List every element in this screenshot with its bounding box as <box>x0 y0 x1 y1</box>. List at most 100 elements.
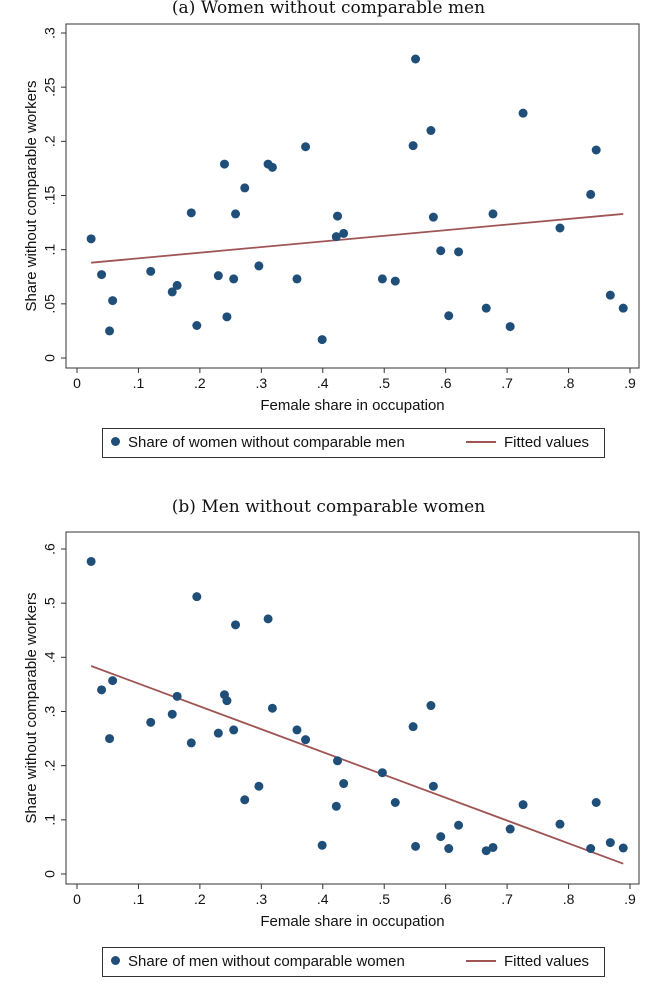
x-tick-label: .1 <box>133 891 145 907</box>
chart-title: (b) Men without comparable women <box>171 497 486 517</box>
x-tick-label: .7 <box>501 891 513 907</box>
legend-item-fitted: Fitted values <box>466 434 589 451</box>
fitted-line <box>91 213 624 264</box>
data-point <box>172 280 182 290</box>
x-tick-label: .9 <box>624 891 636 907</box>
data-point <box>186 208 196 218</box>
data-point <box>488 209 498 219</box>
legend-label: Share of men without comparable women <box>128 953 405 970</box>
legend-label: Share of women without comparable men <box>128 434 405 451</box>
data-point <box>254 261 264 271</box>
legend: Share of women without comparable men Fi… <box>102 428 605 458</box>
data-point <box>231 620 241 630</box>
data-point <box>505 824 515 834</box>
x-tick-label: .1 <box>133 375 145 391</box>
y-tick-label: .2 <box>42 760 58 772</box>
legend: Share of men without comparable women Fi… <box>102 947 605 977</box>
data-point <box>586 844 596 854</box>
x-tick-label: 0 <box>73 891 81 907</box>
legend-dot-icon <box>111 956 120 965</box>
data-point <box>444 844 454 854</box>
data-point <box>292 274 302 284</box>
x-tick-label: .4 <box>317 375 329 391</box>
data-point <box>240 183 250 193</box>
data-point <box>555 223 565 233</box>
data-point <box>97 685 107 695</box>
data-point <box>254 781 264 791</box>
data-point <box>618 843 628 853</box>
data-point <box>428 212 438 222</box>
y-tick-label: 0 <box>42 354 58 362</box>
data-point <box>339 779 349 789</box>
data-point <box>481 846 491 856</box>
y-tick-label: .3 <box>42 705 58 717</box>
x-tick-label: .8 <box>563 891 575 907</box>
data-point <box>605 290 615 300</box>
legend-label: Fitted values <box>504 953 590 970</box>
data-point <box>591 798 601 807</box>
plot-frame <box>65 23 640 369</box>
panel-a: (a) Women without comparable men 0 .1 .2 .3… <box>0 0 657 470</box>
data-point <box>555 819 565 829</box>
data-point <box>377 274 387 284</box>
data-point <box>488 842 498 852</box>
data-point <box>317 840 327 850</box>
data-point <box>333 756 343 766</box>
x-tick-label: 0 <box>73 375 81 391</box>
data-point <box>331 801 341 811</box>
data-point <box>86 234 96 244</box>
data-point <box>390 276 400 286</box>
legend-dot-icon <box>111 437 120 446</box>
data-point <box>436 832 446 842</box>
data-point <box>222 312 232 322</box>
x-tick-label: .8 <box>563 375 575 391</box>
data-point <box>586 189 596 199</box>
data-point <box>108 296 118 306</box>
data-point <box>591 145 601 155</box>
y-tick-label: 0 <box>42 870 58 878</box>
data-point <box>618 303 628 313</box>
y-tick-label: .05 <box>42 294 58 314</box>
data-point <box>231 209 241 219</box>
data-point <box>317 335 327 345</box>
chart-a-plot: 0 .1 .2 .3 .4 .5 .6 .7 .8 .9 0 .05 .1 .15 .2 .25 .3 Femal… <box>23 23 640 414</box>
legend-label: Fitted values <box>504 434 590 451</box>
y-tick-label: .5 <box>42 597 58 609</box>
data-point <box>411 841 421 851</box>
data-point <box>301 735 311 745</box>
data-point <box>518 800 528 810</box>
data-point <box>301 142 311 152</box>
data-point <box>105 326 115 336</box>
data-point <box>86 556 96 566</box>
data-point <box>454 247 464 257</box>
x-tick-label: .6 <box>440 375 452 391</box>
data-point <box>333 211 343 221</box>
legend-line-icon <box>466 960 496 962</box>
plot-frame <box>65 531 640 885</box>
data-point <box>408 722 418 732</box>
x-tick-label: .9 <box>624 375 636 391</box>
legend-item-scatter: Share of women without comparable men <box>111 434 405 451</box>
x-tick-label: .7 <box>501 375 513 391</box>
y-tick-label: .25 <box>42 77 58 97</box>
data-point <box>267 162 277 172</box>
data-point <box>339 228 349 238</box>
y-tick-label: .1 <box>42 244 58 256</box>
data-point <box>426 701 436 711</box>
y-tick-label: .2 <box>42 135 58 147</box>
data-point <box>222 696 232 706</box>
y-tick-label: .3 <box>42 27 58 39</box>
x-axis-title: Female share in occupation <box>260 397 444 414</box>
x-tick-label: .3 <box>255 891 267 907</box>
data-point <box>436 246 446 256</box>
data-point <box>146 266 156 276</box>
data-point <box>444 311 454 321</box>
y-tick-label: .1 <box>42 814 58 826</box>
data-point <box>240 795 250 805</box>
data-point <box>505 322 515 332</box>
data-point <box>172 691 182 701</box>
legend-item-fitted: Fitted values <box>466 953 589 970</box>
x-tick-label: .4 <box>317 891 329 907</box>
data-point <box>192 321 202 330</box>
data-point <box>229 274 239 284</box>
